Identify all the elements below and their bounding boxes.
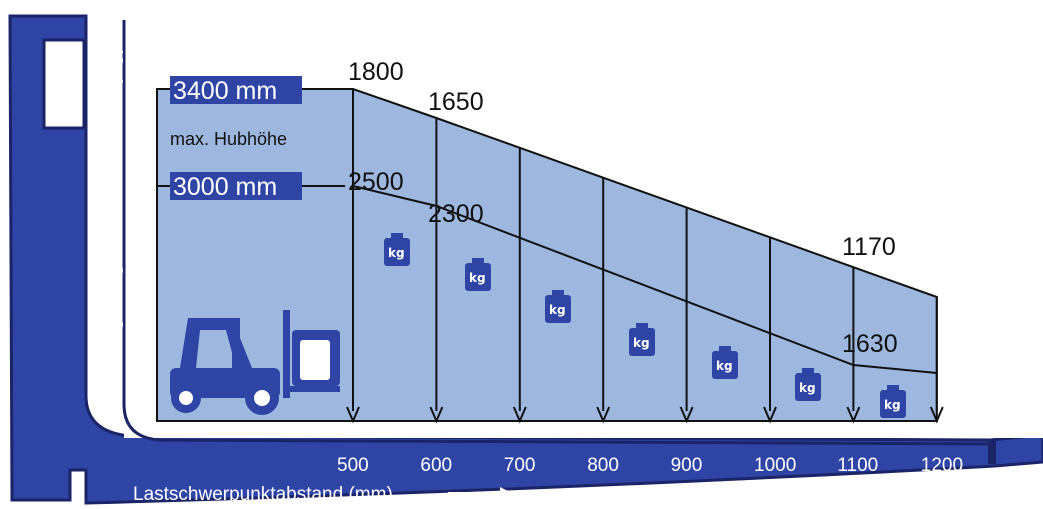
weight-icon-label: kg [388,246,405,260]
weight-icon [384,238,410,266]
weight-icon-label: kg [469,271,486,285]
weight-icon-label: kg [716,359,733,373]
fork-tip-step [988,440,996,464]
weight-icon-handle [802,368,814,374]
x-tick-label: 900 [671,455,703,476]
x-tick-label: 800 [587,455,619,476]
series-3000-value: 2500 [348,168,404,196]
x-axis-arrow [448,487,512,499]
series-3400-value: 1170 [842,233,896,261]
weight-icon [465,263,491,291]
series-3000-line [352,185,937,374]
forklift-icon: kg [170,310,340,415]
x-tick-label: 700 [504,455,536,476]
weight-icon [712,351,738,379]
weight-icon-handle [887,385,899,391]
x-tick-label: 1200 [921,455,963,476]
weight-icon-label: kg [549,303,566,317]
x-tick-label: 600 [420,455,452,476]
legend-3400: 3400 mm [170,76,302,105]
weight-icon-handle [636,323,648,329]
x-tick-label: 1000 [754,455,796,476]
weight-icon-handle [552,290,564,296]
fork-top-notch [42,38,86,130]
weight-icon-handle [472,258,484,264]
legend-3400-label: 3400 mm [173,77,277,105]
legend-3000: 3000 mm [170,172,302,201]
weight-icon [795,373,821,401]
weight-icon-handle [719,346,731,352]
x-axis-label: Lastschwerpunktabstand (mm) [133,484,393,505]
forklift-load-label: kg [304,353,327,373]
fork-inner-curve [122,20,991,446]
weight-icon-label: kg [799,381,816,395]
series-3400-value: 1800 [348,58,404,86]
weight-icon [629,328,655,356]
max-lift-note: max. Hubhöhe [170,129,287,149]
series-3400-value: 1650 [428,88,484,116]
x-tick-label: 500 [337,455,369,476]
legend-3000-label: 3000 mm [173,173,277,201]
weight-icon [545,295,571,323]
fork-body [8,14,1043,505]
series-3000-value: 2300 [428,200,484,228]
x-tick-label: 1100 [837,455,878,476]
series-3000-value: 1630 [842,330,898,358]
weight-icon-handle [391,233,403,239]
weight-icon-label: kg [633,336,650,350]
weight-icon-label: kg [884,398,901,412]
y-axis-label: Tragfähigkeit auf Gabeln (kg) [96,45,124,368]
weight-icon [880,390,906,418]
